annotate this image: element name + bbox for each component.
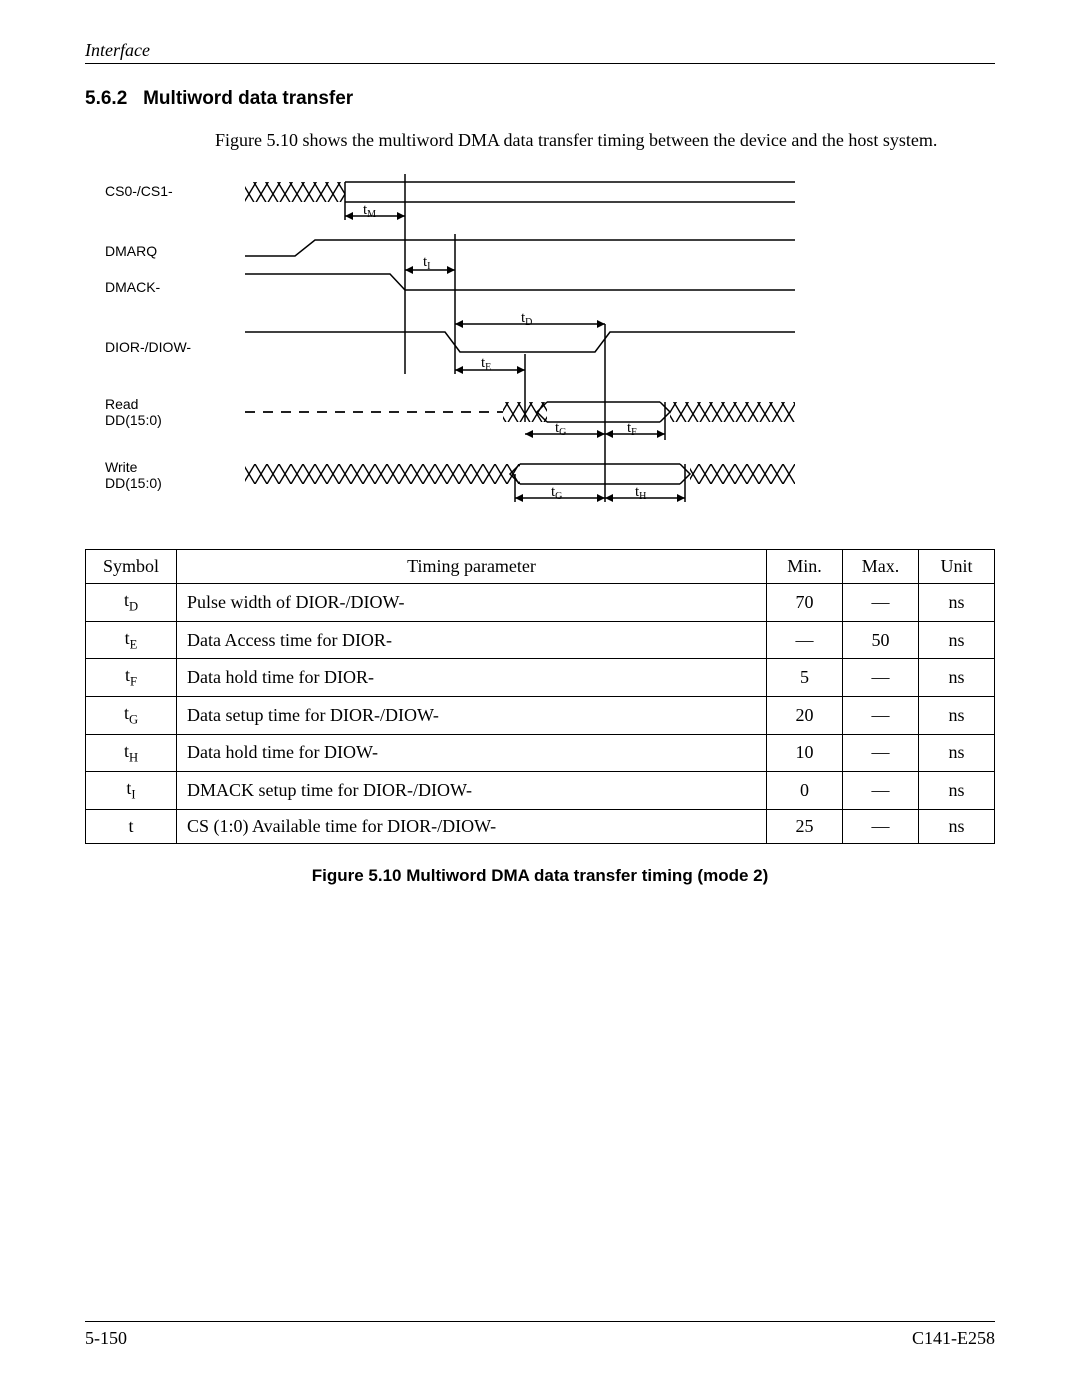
section-number: 5.6.2 bbox=[85, 88, 127, 109]
cell-max: — bbox=[843, 584, 919, 622]
cell-unit: ns bbox=[919, 772, 995, 810]
cell-symbol: t bbox=[86, 809, 177, 843]
cell-min: 20 bbox=[767, 697, 843, 735]
timing-table: Symbol Timing parameter Min. Max. Unit t… bbox=[85, 549, 995, 844]
cell-max: — bbox=[843, 659, 919, 697]
waveform-dmarq bbox=[245, 240, 795, 256]
cell-max: — bbox=[843, 772, 919, 810]
cell-symbol: tE bbox=[86, 621, 177, 659]
signal-label: Read bbox=[105, 396, 138, 412]
timing-diagram: CS0-/CS1- DMARQ DMACK- DIOR-/DIOW- Read … bbox=[105, 174, 995, 519]
cell-param: Data setup time for DIOR-/DIOW- bbox=[177, 697, 767, 735]
cell-max: — bbox=[843, 809, 919, 843]
section-heading: Multiword data transfer bbox=[143, 88, 353, 109]
cell-min: — bbox=[767, 621, 843, 659]
table-row: tIDMACK setup time for DIOR-/DIOW-0—ns bbox=[86, 772, 995, 810]
svg-text:tE: tE bbox=[481, 355, 491, 373]
section-title: 5.6.2 Multiword data transfer bbox=[85, 88, 995, 110]
page: Interface 5.6.2 Multiword data transfer … bbox=[0, 0, 1080, 1397]
svg-text:tD: tD bbox=[521, 310, 532, 328]
svg-text:tH: tH bbox=[635, 484, 646, 502]
col-unit: Unit bbox=[919, 550, 995, 584]
table-row: tEData Access time for DIOR-—50ns bbox=[86, 621, 995, 659]
table-row: tFData hold time for DIOR-5—ns bbox=[86, 659, 995, 697]
col-param: Timing parameter bbox=[177, 550, 767, 584]
cell-min: 0 bbox=[767, 772, 843, 810]
signal-label: CS0-/CS1- bbox=[105, 183, 173, 199]
cell-min: 5 bbox=[767, 659, 843, 697]
col-min: Min. bbox=[767, 550, 843, 584]
waveform-read-dd: tG tF bbox=[245, 402, 795, 440]
cell-min: 25 bbox=[767, 809, 843, 843]
table-row: tDPulse width of DIOR-/DIOW-70—ns bbox=[86, 584, 995, 622]
signal-label: DMARQ bbox=[105, 243, 157, 259]
cell-param: CS (1:0) Available time for DIOR-/DIOW- bbox=[177, 809, 767, 843]
cell-symbol: tI bbox=[86, 772, 177, 810]
header-label: Interface bbox=[85, 40, 150, 60]
col-max: Max. bbox=[843, 550, 919, 584]
table-row: tCS (1:0) Available time for DIOR-/DIOW-… bbox=[86, 809, 995, 843]
cell-unit: ns bbox=[919, 621, 995, 659]
cell-param: Data hold time for DIOR- bbox=[177, 659, 767, 697]
cell-unit: ns bbox=[919, 584, 995, 622]
cell-unit: ns bbox=[919, 809, 995, 843]
cell-symbol: tH bbox=[86, 734, 177, 772]
cell-symbol: tG bbox=[86, 697, 177, 735]
signal-label: DD(15:0) bbox=[105, 475, 162, 491]
cell-param: Pulse width of DIOR-/DIOW- bbox=[177, 584, 767, 622]
cell-unit: ns bbox=[919, 659, 995, 697]
svg-text:tM: tM bbox=[363, 202, 376, 220]
waveform-dmack: tI bbox=[245, 234, 795, 374]
cell-param: Data Access time for DIOR- bbox=[177, 621, 767, 659]
cell-param: Data hold time for DIOW- bbox=[177, 734, 767, 772]
waveform-write-dd: tG tH bbox=[245, 464, 795, 502]
cell-unit: ns bbox=[919, 697, 995, 735]
table-row: tHData hold time for DIOW-10—ns bbox=[86, 734, 995, 772]
signal-label: DMACK- bbox=[105, 279, 161, 295]
cell-symbol: tF bbox=[86, 659, 177, 697]
cell-min: 70 bbox=[767, 584, 843, 622]
table-row: tGData setup time for DIOR-/DIOW-20—ns bbox=[86, 697, 995, 735]
table-header-row: Symbol Timing parameter Min. Max. Unit bbox=[86, 550, 995, 584]
cell-max: — bbox=[843, 697, 919, 735]
figure-caption: Figure 5.10 Multiword DMA data transfer … bbox=[85, 866, 995, 886]
footer-right: C141-E258 bbox=[912, 1328, 995, 1349]
page-footer: 5-150 C141-E258 bbox=[85, 1321, 995, 1349]
footer-left: 5-150 bbox=[85, 1328, 127, 1349]
cell-symbol: tD bbox=[86, 584, 177, 622]
signal-label: Write bbox=[105, 459, 138, 475]
cell-unit: ns bbox=[919, 734, 995, 772]
cell-param: DMACK setup time for DIOR-/DIOW- bbox=[177, 772, 767, 810]
svg-text:tI: tI bbox=[423, 254, 431, 272]
section-intro: Figure 5.10 shows the multiword DMA data… bbox=[215, 128, 985, 152]
cell-max: — bbox=[843, 734, 919, 772]
page-header: Interface bbox=[85, 40, 995, 64]
svg-text:tG: tG bbox=[551, 484, 562, 502]
cell-min: 10 bbox=[767, 734, 843, 772]
signal-label: DD(15:0) bbox=[105, 412, 162, 428]
cell-max: 50 bbox=[843, 621, 919, 659]
signal-label: DIOR-/DIOW- bbox=[105, 339, 191, 355]
timing-diagram-svg: CS0-/CS1- DMARQ DMACK- DIOR-/DIOW- Read … bbox=[105, 174, 925, 514]
col-symbol: Symbol bbox=[86, 550, 177, 584]
